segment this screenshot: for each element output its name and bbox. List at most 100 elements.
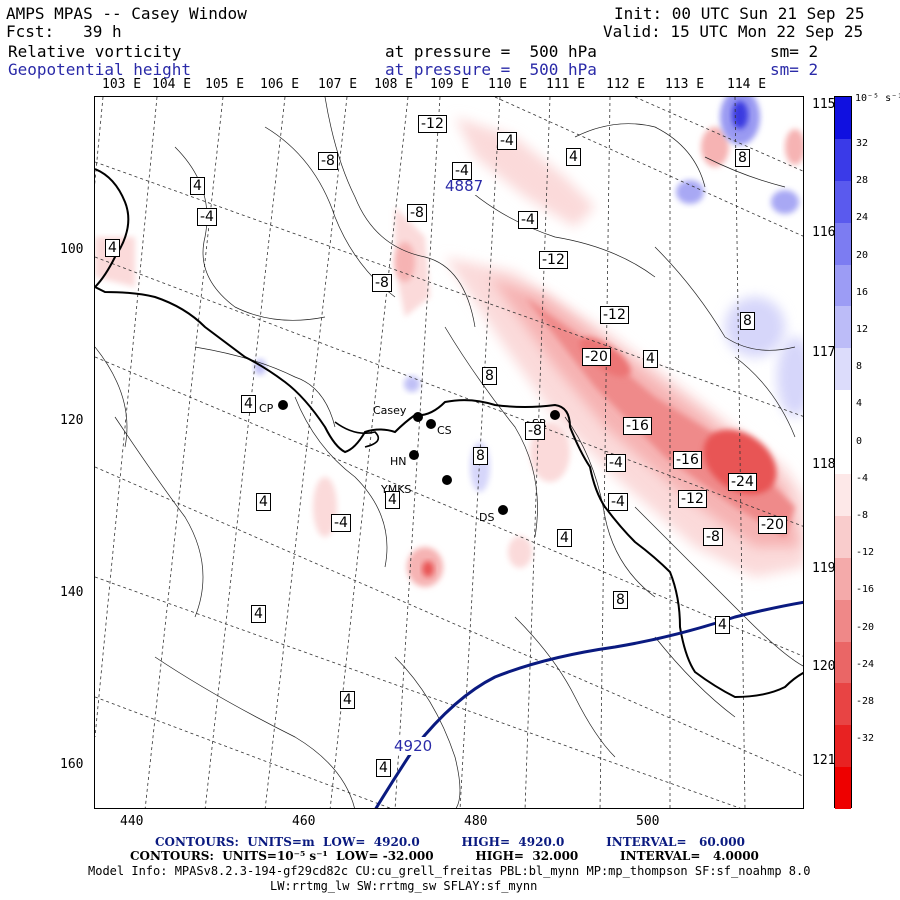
station-dot-casey [413, 412, 423, 422]
station-label-casey: Casey [373, 404, 407, 417]
vorticity-label: -4 [518, 211, 538, 229]
y-tick-label: 100 [60, 242, 84, 257]
y-tick-label: 140 [60, 585, 84, 600]
colorbar-tick-label: -28 [856, 696, 875, 707]
colorbar-tick-label: -32 [856, 733, 875, 744]
station-label-hn: HN [390, 455, 407, 468]
coastline [95, 168, 803, 699]
footer-model-info-2: LW:rrtmg_lw SW:rrtmg_sw SFLAY:sf_mynn [270, 879, 538, 893]
station-markers [278, 400, 560, 515]
vorticity-label: 4 [385, 491, 400, 509]
colorbar-segment [835, 264, 851, 307]
lon-label-top: 107 E [318, 77, 358, 92]
station-dot-ds [498, 505, 508, 515]
vorticity-label: 4 [557, 529, 572, 547]
field1-level: at pressure = 500 hPa [385, 42, 597, 61]
vorticity-label: -4 [497, 132, 517, 150]
vorticity-contours [95, 97, 803, 808]
vorticity-label: -8 [318, 152, 338, 170]
lon-label-top: 104 E [152, 77, 192, 92]
x-tick-label: 460 [292, 814, 316, 829]
vorticity-label: -4 [606, 454, 626, 472]
vorticity-label: -4 [608, 493, 628, 511]
vorticity-label: -20 [582, 348, 611, 366]
vorticity-label: -16 [673, 451, 702, 469]
colorbar [834, 96, 852, 810]
colorbar-tick-label: 0 [856, 436, 863, 447]
vorticity-label: -4 [452, 162, 472, 180]
vorticity-label: -4 [197, 208, 217, 226]
station-label-ds: DS [479, 511, 495, 524]
colorbar-tick-label: -24 [856, 659, 875, 670]
coastline-small [334, 421, 380, 448]
colorbar-tick-label: 32 [856, 138, 869, 149]
colorbar-segment [835, 97, 851, 140]
vorticity-label: -8 [703, 528, 723, 546]
colorbar-segment [835, 138, 851, 182]
footer-model-info: Model Info: MPASv8.2.3-194-gf29cd82c CU:… [88, 864, 811, 878]
lon-label-top: 109 E [430, 77, 470, 92]
footer-contours-height: CONTOURS: UNITS=m LOW= 4920.0 HIGH= 4920… [155, 835, 745, 849]
vorticity-label: -12 [600, 306, 629, 324]
field2-level: at pressure = 500 hPa [385, 60, 597, 79]
map-title: AMPS MPAS -- Casey Window [6, 4, 247, 23]
colorbar-segment [835, 306, 851, 349]
station-dot-sr [278, 400, 288, 410]
lon-label-top: 103 E [102, 77, 142, 92]
vorticity-label: -24 [728, 473, 757, 491]
vorticity-label: -8 [372, 274, 392, 292]
colorbar-tick-label: -16 [856, 584, 875, 595]
colorbar-tick-label: 28 [856, 175, 869, 186]
colorbar-tick-label: -8 [856, 510, 869, 521]
colorbar-segment [835, 641, 851, 684]
colorbar-tick-label: 8 [856, 361, 863, 372]
colorbar-segment [835, 683, 851, 726]
lon-label-top: 108 E [374, 77, 414, 92]
valid-time: Valid: 15 UTC Mon 22 Sep 25 [603, 22, 864, 41]
vorticity-label: -8 [525, 422, 545, 440]
vorticity-label: -12 [418, 115, 447, 133]
colorbar-unit: 10⁻⁵ s⁻¹ [855, 93, 900, 104]
vorticity-label: 4 [643, 350, 658, 368]
colorbar-tick-label: 12 [856, 324, 869, 335]
colorbar-tick-label: 20 [856, 250, 869, 261]
station-label-cs: CS [437, 424, 452, 437]
vorticity-label: -4 [331, 514, 351, 532]
map-panel: CP Casey CS HN YMKS DS SR 4887 4920 -12-… [94, 96, 804, 809]
x-tick-label: 500 [636, 814, 660, 829]
x-tick-label: 480 [464, 814, 488, 829]
colorbar-segment [835, 515, 851, 559]
field1-smoothing: sm= 2 [770, 42, 819, 61]
station-dot-cp [550, 410, 560, 420]
vorticity-label: 8 [740, 312, 755, 330]
vorticity-label: 4 [190, 177, 205, 195]
colorbar-tick-label: -4 [856, 473, 869, 484]
colorbar-segment [835, 348, 851, 391]
vorticity-label: 4 [251, 605, 266, 623]
colorbar-segment [835, 599, 851, 642]
colorbar-tick-label: -12 [856, 547, 875, 558]
vorticity-label: 8 [735, 149, 750, 167]
vorticity-label: 4 [376, 759, 391, 777]
vorticity-label: -16 [623, 417, 652, 435]
colorbar-segment [835, 222, 851, 265]
height-contour-4920 [374, 600, 803, 808]
colorbar-tick-label: 24 [856, 212, 869, 223]
colorbar-segment [835, 390, 851, 433]
height-label-4920: 4920 [394, 737, 433, 755]
lon-label-top: 112 E [606, 77, 646, 92]
x-tick-label: 440 [120, 814, 144, 829]
lon-label-top: 110 E [488, 77, 528, 92]
vorticity-label: -12 [539, 251, 568, 269]
vorticity-label: 4 [715, 616, 730, 634]
vorticity-label: -12 [678, 490, 707, 508]
colorbar-segment [835, 725, 851, 768]
station-label-sr: CP [259, 402, 274, 415]
vorticity-label: 8 [613, 591, 628, 609]
forecast-hour: Fcst: 39 h [6, 22, 122, 41]
colorbar-tick-label: 4 [856, 398, 863, 409]
vorticity-label: 4 [105, 239, 120, 257]
colorbar-segment [835, 473, 851, 517]
vorticity-label: 4 [241, 395, 256, 413]
lon-label-top: 111 E [546, 77, 586, 92]
